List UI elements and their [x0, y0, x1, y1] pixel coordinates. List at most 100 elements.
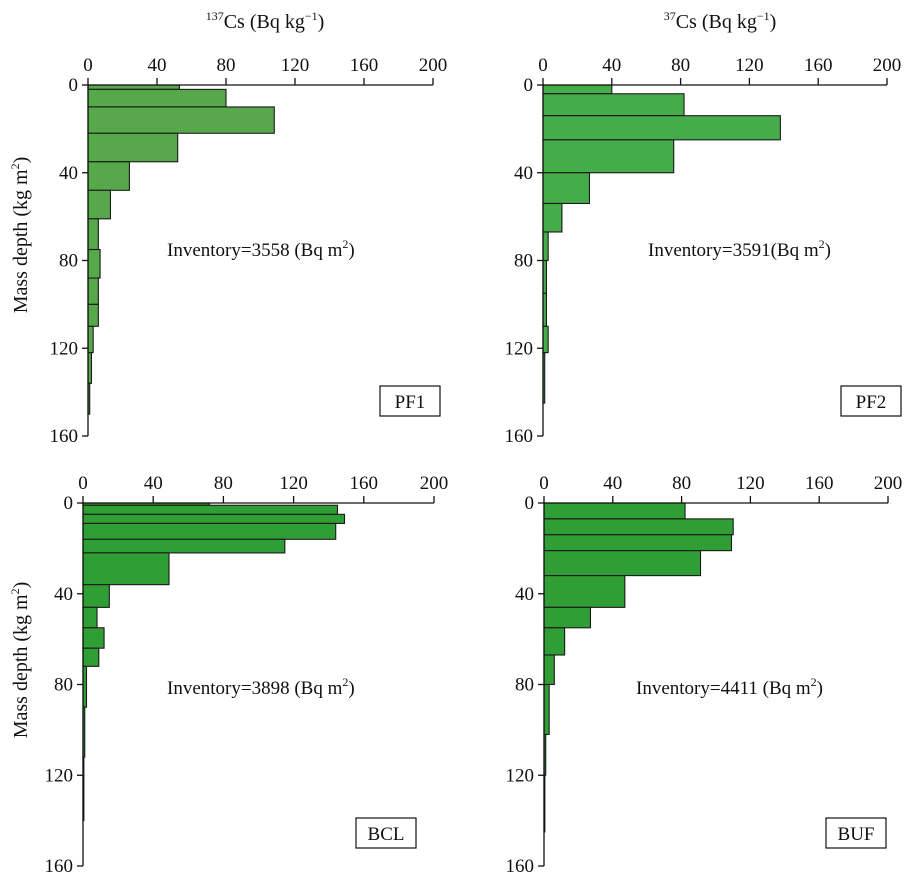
depth-bar	[87, 189, 111, 220]
inventory-annotation: Inventory=3898 (Bq m2)	[167, 675, 355, 699]
x-tick-label: 40	[148, 55, 167, 76]
panel-bcl: Mass depth (kg m2) 0 40 80 120 160 200 040801…	[8, 473, 448, 877]
y-tick-label: 40	[514, 163, 533, 184]
depth-bar	[543, 534, 733, 552]
depth-bar	[82, 627, 105, 649]
y-tick-label: 120	[45, 765, 74, 786]
x-tick-label: 40	[603, 473, 622, 494]
y-tick-label: 0	[524, 75, 534, 96]
depth-bar	[87, 161, 130, 191]
panel-label: BCL	[368, 824, 405, 845]
y-tick-label: 80	[59, 251, 78, 272]
panel-label: PF2	[856, 392, 887, 413]
x-axis-title: 137Cs (Bq kg−1)	[206, 9, 325, 33]
x-tick-label: 160	[805, 473, 834, 494]
y-tick-label: 0	[69, 75, 79, 96]
depth-bar	[543, 654, 555, 686]
panel-label-box	[355, 817, 417, 849]
depth-bar	[82, 513, 346, 524]
x-tick-label: 40	[144, 473, 163, 494]
x-tick-label: 80	[214, 473, 233, 494]
inventory-close: )	[817, 678, 823, 699]
depth-bar	[543, 683, 550, 735]
depth-bar	[542, 325, 549, 354]
x-axis-title-exponent: −1	[305, 9, 318, 23]
depth-bar	[542, 202, 563, 233]
panel-buf: 0 40 80 120 160 200 0 40 80 120 160 Inventory=441…	[506, 473, 903, 877]
y-tick-label: 80	[515, 675, 534, 696]
x-tick-label: 200	[873, 55, 902, 76]
x-tick-label: 0	[539, 473, 549, 494]
x-tick-label: 200	[420, 473, 449, 494]
y-tick-label: 40	[515, 584, 534, 605]
depth-bar	[82, 538, 286, 554]
panel-label-box	[840, 385, 902, 417]
x-axis: 0 40 80 120 160 200	[538, 55, 902, 86]
x-axis-title-main: Cs (Bq kg	[224, 11, 305, 33]
depth-bar	[542, 172, 590, 205]
depth-bar	[82, 522, 337, 540]
panel-pf2: 37Cs (Bq kg−1) 0 40 80 120 160 200 0 40 80 120 16…	[505, 9, 902, 447]
y-axis-title: Mass depth (kg m2)	[8, 157, 32, 314]
x-axis-title-isotope: 37	[664, 9, 676, 23]
inventory-annotation: Inventory=3558 (Bq m2)	[167, 237, 355, 261]
depth-bar	[87, 132, 179, 163]
y-tick-label: 160	[505, 426, 534, 447]
x-tick-label: 120	[735, 55, 764, 76]
depth-bar	[542, 93, 685, 117]
y-axis-title-close: )	[10, 157, 32, 164]
depth-bar	[87, 248, 101, 279]
inventory-text: Inventory=3591(Bq m	[648, 240, 819, 261]
x-tick-label: 120	[736, 473, 765, 494]
x-axis-title: 37Cs (Bq kg−1)	[664, 9, 777, 33]
x-tick-label: 160	[804, 55, 833, 76]
inventory-close: )	[348, 678, 354, 699]
depth-bar	[542, 231, 549, 262]
x-tick-label: 160	[350, 55, 379, 76]
y-tick-label: 120	[50, 338, 79, 359]
depth-bar	[87, 84, 180, 90]
inventory-exponent: 2	[342, 237, 348, 251]
depth-bar	[87, 218, 99, 251]
depth-bar	[542, 84, 613, 95]
panel-label: BUF	[838, 824, 875, 845]
inventory-annotation: Inventory=3591(Bq m2)	[648, 237, 831, 261]
y-tick-label: 160	[50, 426, 79, 447]
y-tick-label: 80	[514, 251, 533, 272]
x-tick-label: 0	[78, 473, 88, 494]
x-tick-label: 200	[874, 473, 903, 494]
depth-bar	[82, 504, 339, 515]
y-tick-label: 0	[64, 493, 74, 514]
depth-bar	[543, 627, 566, 656]
panel-pf1: 137Cs (Bq kg−1) Mass depth (kg m2) 0 40 80…	[8, 9, 447, 447]
y-tick-label: 120	[506, 765, 535, 786]
x-tick-label: 160	[350, 473, 379, 494]
depth-bar	[542, 139, 675, 174]
depth-bar	[87, 303, 99, 327]
x-tick-label: 80	[672, 473, 691, 494]
y-tick-label: 0	[525, 493, 535, 514]
inventory-text: Inventory=4411 (Bq m	[636, 678, 811, 699]
inventory-annotation: Inventory=4411 (Bq m2)	[636, 675, 823, 699]
x-axis: 0 40 80 120 160 200	[83, 55, 447, 86]
x-axis-title-close: )	[318, 11, 325, 33]
y-axis-title-exponent: 2	[8, 588, 22, 594]
x-tick-label: 0	[83, 55, 93, 76]
y-axis-title-close: )	[10, 582, 32, 589]
bars	[542, 84, 781, 404]
depth-bar	[87, 325, 94, 354]
y-axis: 0 40 80 120 160	[45, 493, 84, 877]
depth-bar	[543, 606, 591, 629]
inventory-exponent: 2	[819, 237, 825, 251]
x-tick-label: 120	[279, 473, 308, 494]
x-tick-label: 0	[538, 55, 548, 76]
depth-bar	[82, 606, 98, 629]
y-axis-title-main: Mass depth (kg m	[10, 169, 32, 313]
depth-bar	[542, 115, 781, 141]
panel-label-box	[825, 817, 887, 849]
x-axis-title-exponent: −1	[757, 9, 770, 23]
y-tick-label: 120	[505, 338, 534, 359]
x-axis-title-close: )	[770, 11, 777, 33]
depth-bar	[543, 502, 686, 520]
